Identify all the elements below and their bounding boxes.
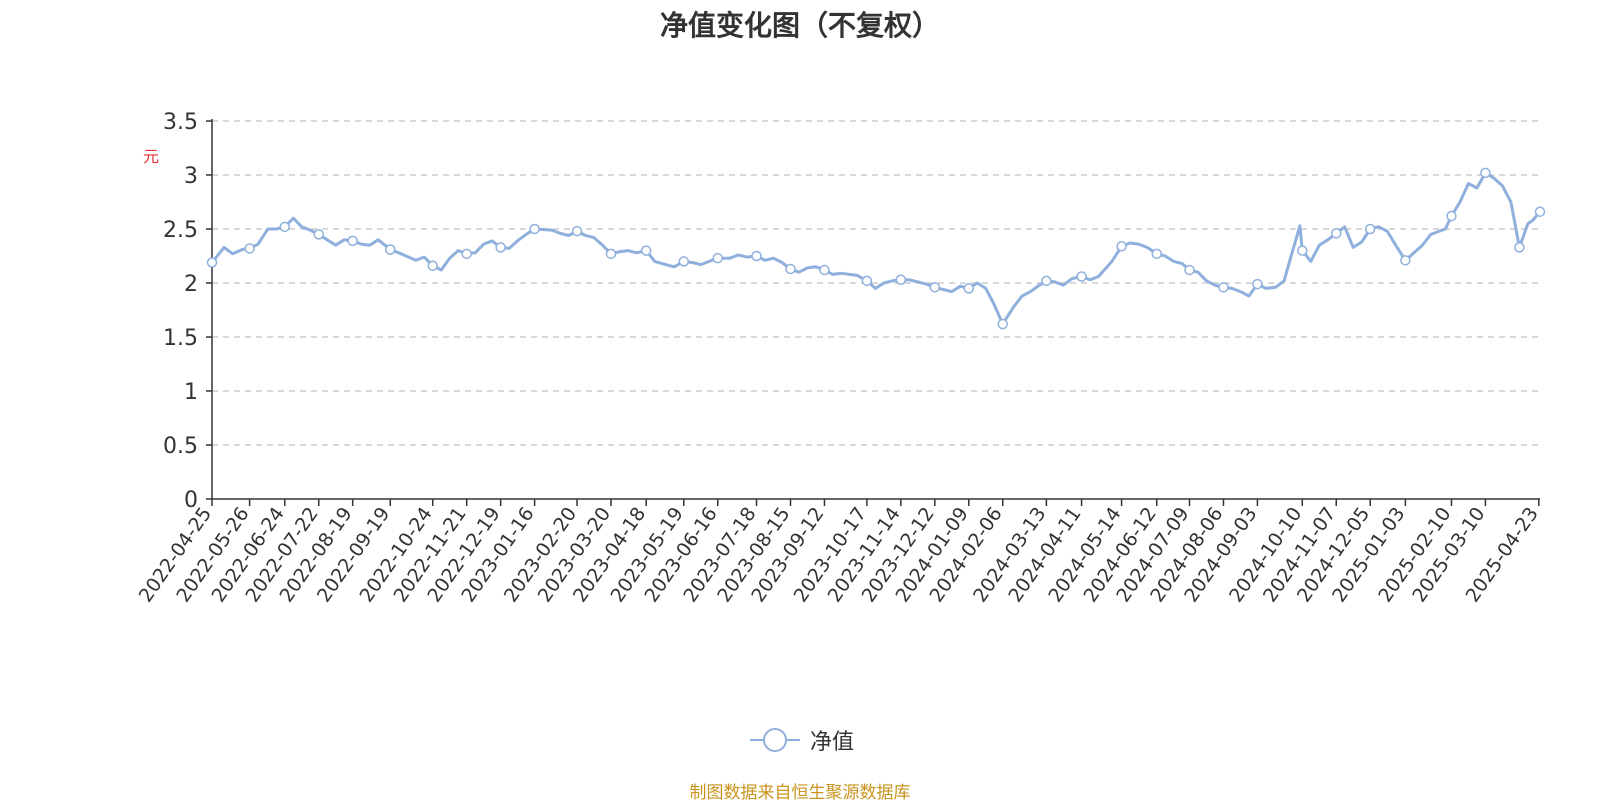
data-point bbox=[529, 223, 540, 235]
y-axis-label: 元 bbox=[143, 147, 159, 166]
line-chart: 00.511.522.533.52022-04-252022-05-262022… bbox=[135, 110, 1546, 606]
data-point bbox=[997, 318, 1008, 330]
data-point bbox=[861, 275, 873, 287]
data-point bbox=[1116, 241, 1127, 252]
axes: 00.511.522.533.52022-04-252022-05-262022… bbox=[135, 110, 1543, 606]
data-point bbox=[1218, 282, 1229, 293]
y-tick-label: 0 bbox=[184, 488, 198, 513]
data-point bbox=[929, 282, 941, 293]
y-tick-label: 1 bbox=[184, 380, 198, 405]
data-point bbox=[1446, 210, 1457, 222]
y-tick-label: 3 bbox=[184, 164, 198, 189]
series-line-layer bbox=[210, 171, 1542, 326]
data-point bbox=[1514, 242, 1525, 253]
series-line-净值 bbox=[210, 171, 1542, 326]
data-point bbox=[895, 274, 907, 286]
legend[interactable]: 净值 bbox=[750, 722, 854, 758]
data-point bbox=[678, 256, 690, 267]
y-tick-label: 2.5 bbox=[163, 218, 198, 243]
data-point bbox=[279, 221, 291, 233]
y-tick-label: 2 bbox=[184, 272, 198, 297]
data-point bbox=[206, 257, 218, 268]
data-point bbox=[347, 235, 358, 247]
y-tick-label: 3.5 bbox=[163, 110, 198, 135]
data-point bbox=[571, 225, 583, 237]
y-tick-label: 1.5 bbox=[163, 326, 198, 351]
legend-line-circle-icon bbox=[750, 728, 800, 752]
data-point bbox=[1151, 248, 1163, 260]
data-point bbox=[751, 250, 762, 262]
data-point bbox=[1534, 206, 1546, 217]
data-point bbox=[1400, 255, 1411, 266]
data-point bbox=[963, 283, 975, 294]
data-point bbox=[1331, 228, 1342, 239]
data-point bbox=[1364, 223, 1376, 235]
data-point bbox=[244, 243, 255, 254]
data-point bbox=[1297, 245, 1308, 256]
chart-title: 净值变化图（不复权） bbox=[659, 9, 940, 42]
data-point bbox=[1252, 278, 1263, 290]
legend-label: 净值 bbox=[810, 730, 855, 755]
series-markers bbox=[206, 167, 1546, 330]
data-point bbox=[1480, 167, 1491, 179]
data-point bbox=[605, 248, 617, 260]
y-tick-label: 0.5 bbox=[163, 434, 198, 459]
data-point bbox=[385, 244, 396, 255]
data-source-note: 制图数据来自恒生聚源数据库 bbox=[689, 783, 911, 803]
data-point bbox=[313, 229, 324, 240]
data-point bbox=[819, 264, 830, 276]
data-point bbox=[712, 252, 723, 264]
grid-lines bbox=[212, 120, 1540, 446]
data-point bbox=[495, 242, 506, 253]
data-point bbox=[640, 245, 652, 256]
data-point bbox=[785, 263, 796, 275]
data-point bbox=[1184, 264, 1195, 276]
data-point bbox=[1076, 271, 1087, 282]
data-point bbox=[461, 248, 472, 260]
data-point bbox=[427, 260, 438, 271]
data-point bbox=[1041, 275, 1052, 287]
